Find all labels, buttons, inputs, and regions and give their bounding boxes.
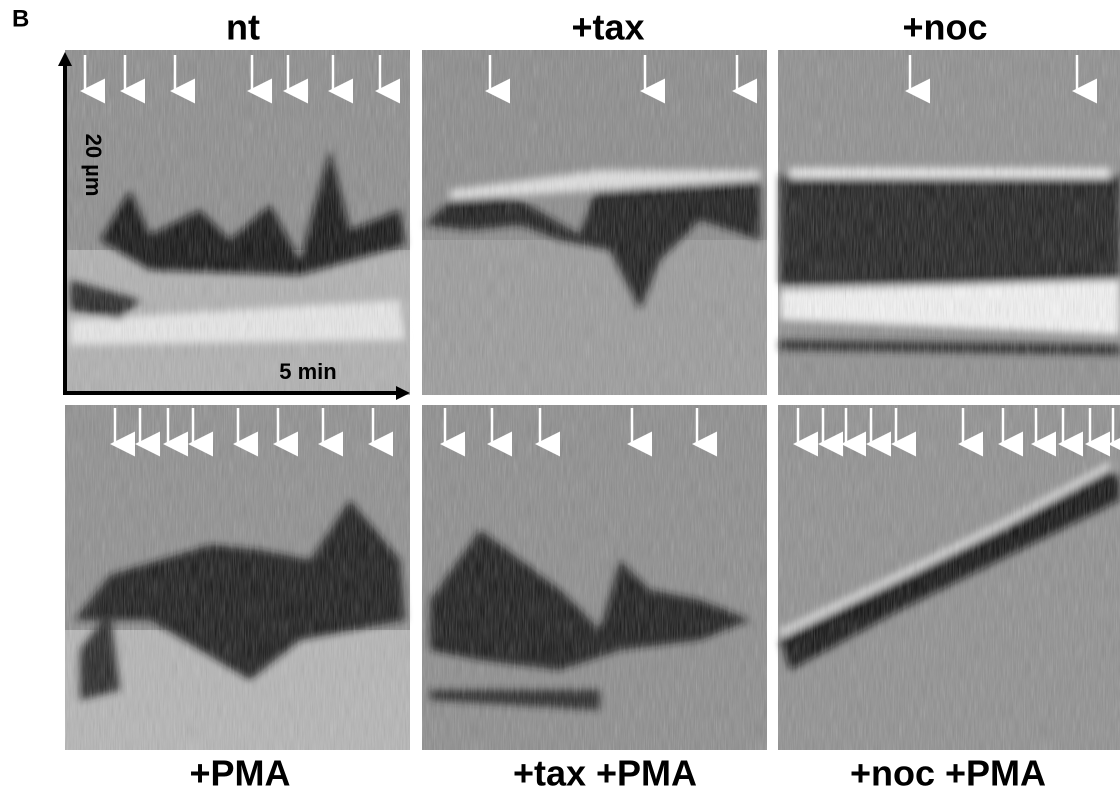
row-label: +tax +PMA xyxy=(513,753,697,794)
scale-arrow xyxy=(58,52,72,66)
kymograph xyxy=(778,405,1120,750)
kymographs xyxy=(65,50,1120,750)
kymograph xyxy=(422,50,767,395)
column-label: +noc xyxy=(902,7,987,48)
arrows xyxy=(80,55,1120,457)
kymograph xyxy=(65,50,410,395)
column-label: +tax xyxy=(571,7,644,48)
row-label: +PMA xyxy=(189,753,290,794)
scale-arrow xyxy=(396,386,410,400)
panel-label: B xyxy=(12,5,29,32)
scale-label: 5 min xyxy=(279,359,336,384)
kymograph xyxy=(422,405,767,750)
column-label: nt xyxy=(226,7,260,48)
row-label: +noc +PMA xyxy=(850,753,1046,794)
kymograph xyxy=(65,405,410,750)
kymograph xyxy=(778,50,1120,395)
scale-label: 20 µm xyxy=(81,134,106,197)
